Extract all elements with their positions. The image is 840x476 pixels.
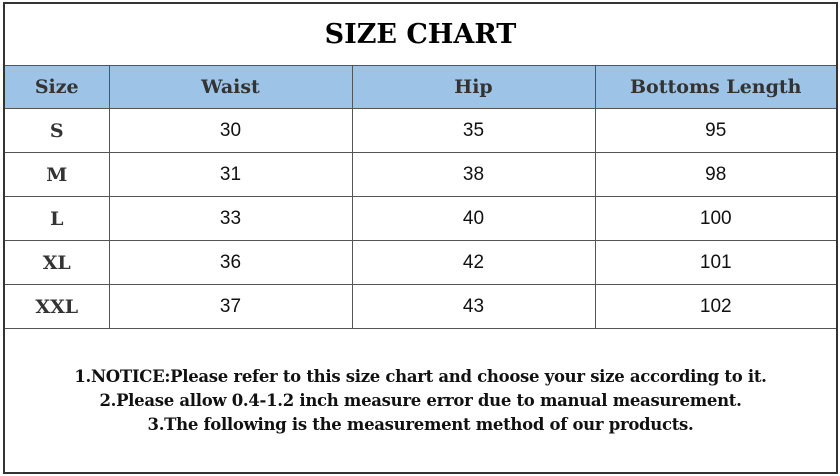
header-bottoms-length: Bottoms Length [594, 66, 836, 109]
cell-bottoms-length: 98 [594, 152, 836, 197]
table-row: XXL 37 43 102 [5, 284, 836, 329]
cell-hip: 38 [351, 152, 596, 197]
cell-size: M [5, 152, 110, 197]
header-waist: Waist [108, 66, 353, 109]
size-table: Size Waist Hip Bottoms Length S 30 35 95 M 31… [5, 66, 836, 329]
note-3: 3.The following is the measurement metho… [147, 415, 694, 434]
cell-waist: 33 [108, 196, 353, 241]
note-2: 2.Please allow 0.4-1.2 inch measure erro… [99, 391, 742, 410]
table-row: L 33 40 100 [5, 196, 836, 241]
header-hip: Hip [351, 66, 596, 109]
cell-size: XXL [5, 284, 110, 329]
cell-hip: 42 [351, 240, 596, 285]
cell-waist: 30 [108, 108, 353, 153]
table-row: S 30 35 95 [5, 108, 836, 153]
notes: 1.NOTICE:Please refer to this size chart… [5, 328, 836, 473]
cell-size: XL [5, 240, 110, 285]
note-1: 1.NOTICE:Please refer to this size chart… [74, 367, 767, 386]
cell-hip: 40 [351, 196, 596, 241]
cell-waist: 31 [108, 152, 353, 197]
table-row: XL 36 42 101 [5, 240, 836, 285]
cell-size: L [5, 196, 110, 241]
cell-bottoms-length: 101 [594, 240, 836, 285]
cell-waist: 37 [108, 284, 353, 329]
size-chart: SIZE CHART Size Waist Hip Bottoms Length… [3, 2, 838, 474]
header-size: Size [5, 66, 110, 109]
header-row: Size Waist Hip Bottoms Length [5, 66, 836, 109]
cell-bottoms-length: 95 [594, 108, 836, 153]
cell-hip: 35 [351, 108, 596, 153]
table-row: M 31 38 98 [5, 152, 836, 197]
cell-hip: 43 [351, 284, 596, 329]
cell-bottoms-length: 102 [594, 284, 836, 329]
cell-bottoms-length: 100 [594, 196, 836, 241]
chart-title: SIZE CHART [5, 4, 836, 67]
cell-waist: 36 [108, 240, 353, 285]
cell-size: S [5, 108, 110, 153]
